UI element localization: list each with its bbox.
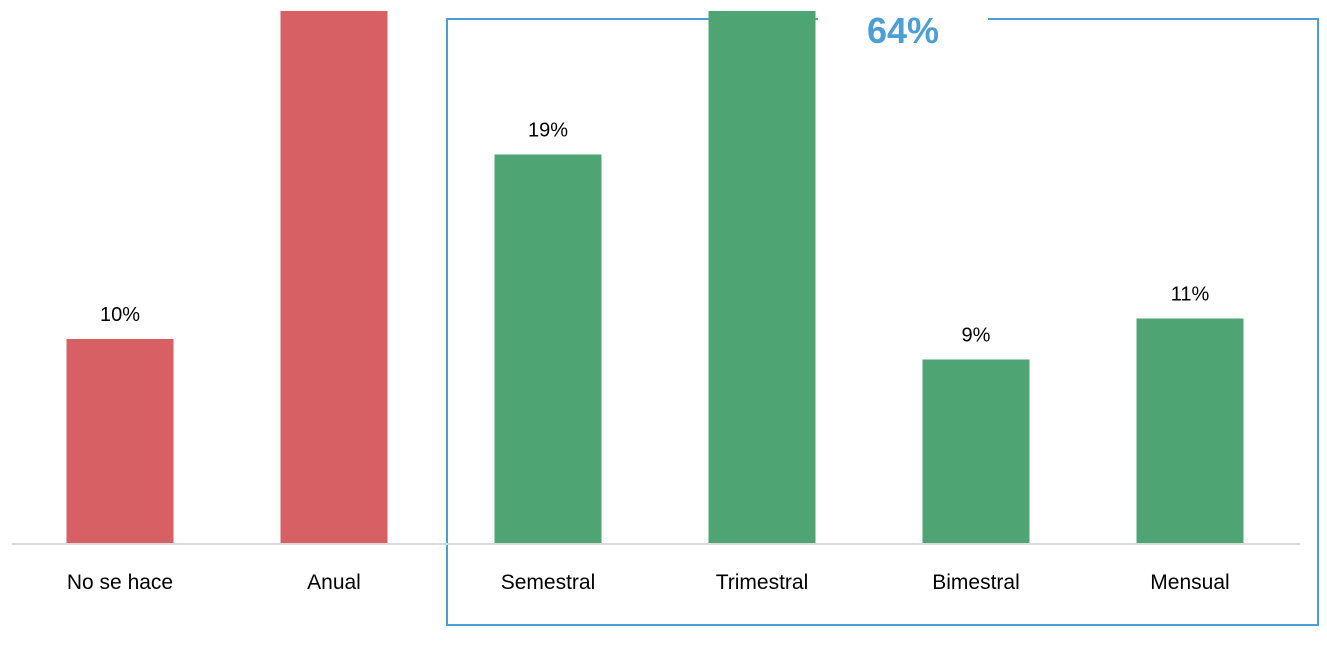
category-label-semestral: Semestral bbox=[501, 571, 596, 594]
bar-bimestral bbox=[922, 359, 1030, 544]
category-labels: No se hace Anual Semestral Trimestral Bimest… bbox=[67, 571, 1230, 594]
value-label-bimestral: 9% bbox=[962, 325, 991, 347]
value-label-semestral: 19% bbox=[528, 120, 568, 142]
bar-mensual bbox=[1136, 318, 1244, 544]
category-label-trimestral: Trimestral bbox=[716, 571, 809, 594]
category-label-mensual: Mensual bbox=[1150, 571, 1229, 594]
value-label-no-se-hace: 10% bbox=[100, 304, 140, 326]
group-bracket-outline bbox=[446, 18, 1319, 626]
group-total-label: 64% bbox=[867, 10, 939, 51]
group-bracket bbox=[446, 18, 1319, 626]
bar-trimestral bbox=[708, 11, 816, 544]
bar-semestral bbox=[494, 154, 602, 544]
bar-anual bbox=[280, 11, 388, 544]
value-labels: 10%26%19%26%9%11% bbox=[100, 120, 1210, 347]
value-label-mensual: 11% bbox=[1171, 284, 1210, 306]
bar-no-se-hace bbox=[66, 339, 174, 544]
bars bbox=[66, 11, 1244, 544]
category-label-no-se-hace: No se hace bbox=[67, 571, 173, 594]
category-label-anual: Anual bbox=[307, 571, 361, 594]
category-label-bimestral: Bimestral bbox=[932, 571, 1020, 594]
